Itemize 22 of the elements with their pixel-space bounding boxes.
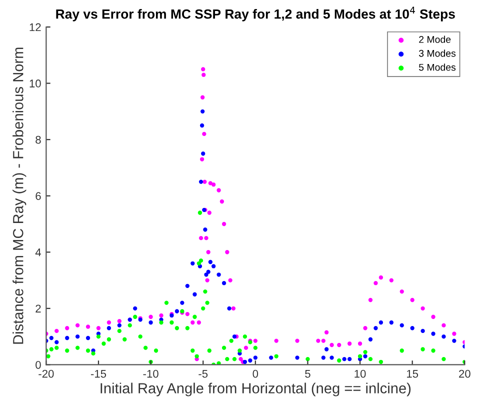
legend-label: 2 Mode (419, 36, 451, 43)
y-axis-title: Distance from MC Ray (m) - Frobenious Norm (12, 48, 26, 344)
x-tick-label: 5 (305, 370, 310, 378)
y-tick-label: 8 (36, 136, 41, 144)
x-tick-label: -20 (38, 370, 54, 378)
chart-title: Ray vs Error from MC SSP Ray for 1,2 and 5 Modes at 10$^{4}$ Steps (56, 6, 455, 22)
legend-label: 5 Modes (419, 64, 456, 71)
x-tick-label: -10 (143, 370, 158, 378)
y-tick-label: 6 (36, 192, 41, 200)
x-tick-label: 10 (354, 370, 366, 378)
x-axis-title: Initial Ray Angle from Horizontal (neg == inlcine) (100, 382, 411, 396)
x-tick-label: -5 (198, 370, 208, 378)
y-tick-label: 10 (30, 80, 41, 88)
x-tick-label: 0 (252, 370, 258, 378)
y-tick-label: 0 (36, 360, 41, 369)
x-tick-label: -15 (90, 370, 106, 378)
x-tick-label: 20 (459, 370, 470, 378)
y-tick-label: 12 (30, 23, 41, 32)
y-tick-label: 2 (36, 304, 41, 312)
y-tick-label: 4 (35, 248, 41, 256)
legend-label: 3 Modes (418, 50, 456, 57)
x-tick-label: 15 (407, 370, 418, 378)
